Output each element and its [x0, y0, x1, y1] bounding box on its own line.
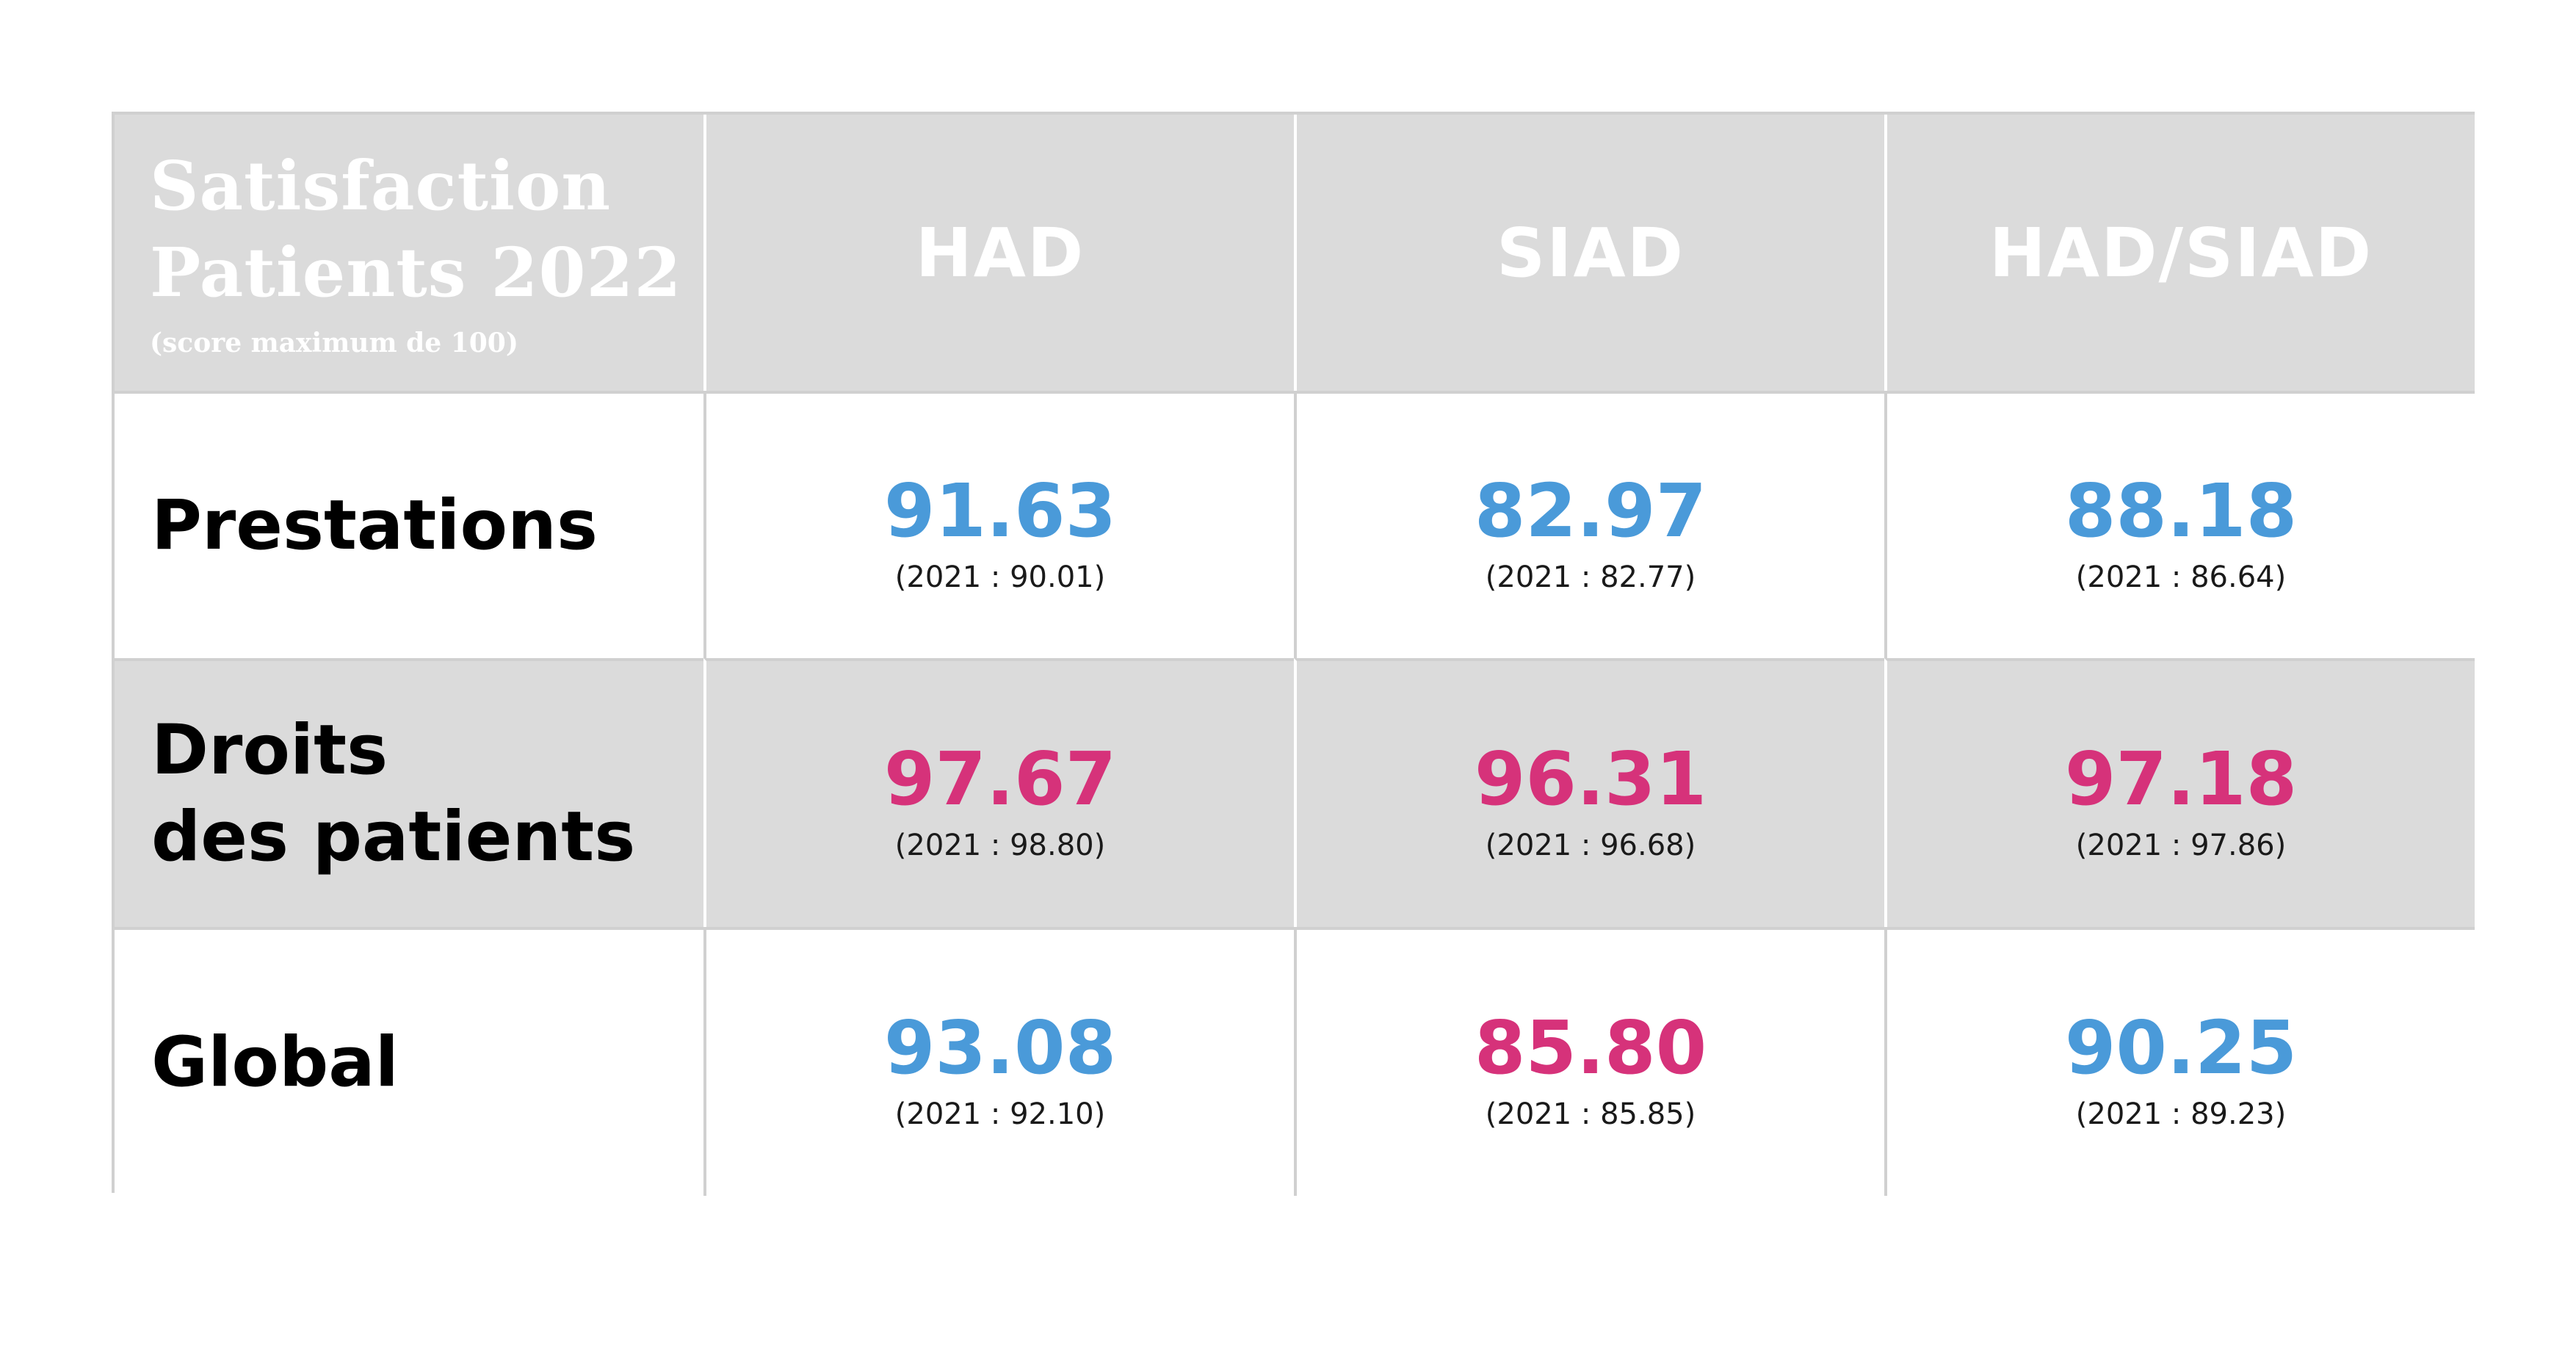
previous-score: (2021 : 96.68) [1485, 829, 1696, 862]
score-value: 93.08 [883, 1005, 1117, 1091]
row-label-droits-des-patients: Droits des patients [115, 658, 703, 927]
value-cell: 93.08 (2021 : 92.10) [703, 927, 1294, 1196]
previous-score: (2021 : 98.80) [894, 829, 1106, 862]
value-cell: 97.67 (2021 : 98.80) [703, 658, 1294, 927]
score-value: 88.18 [2064, 468, 2298, 554]
column-header-had: HAD [703, 115, 1294, 391]
previous-score: (2021 : 97.86) [2075, 829, 2287, 862]
table-title-line1: Satisfaction [150, 146, 612, 226]
score-value: 97.67 [883, 736, 1117, 822]
column-header-siad: SIAD [1294, 115, 1884, 391]
value-cell: 91.63 (2021 : 90.01) [703, 391, 1294, 658]
score-value: 90.25 [2064, 1005, 2298, 1091]
table-title-line2: Patients 2022 [150, 233, 682, 312]
row-label-text: Global [151, 1022, 399, 1103]
score-value: 85.80 [1474, 1005, 1707, 1091]
previous-score: (2021 : 82.77) [1485, 560, 1696, 594]
previous-score: (2021 : 92.10) [894, 1097, 1106, 1131]
row-label-text-line1: Droits [151, 710, 388, 790]
column-header-had-siad: HAD/SIAD [1884, 115, 2475, 391]
score-value: 97.18 [2064, 736, 2298, 822]
previous-score: (2021 : 85.85) [1485, 1097, 1696, 1131]
previous-score: (2021 : 89.23) [2075, 1097, 2287, 1131]
row-label-text: Prestations [151, 486, 598, 566]
value-cell: 96.31 (2021 : 96.68) [1294, 658, 1884, 927]
satisfaction-table: Satisfaction Patients 2022 (score maximu… [112, 112, 2475, 1196]
value-cell: 88.18 (2021 : 86.64) [1884, 391, 2475, 658]
previous-score: (2021 : 90.01) [894, 560, 1106, 594]
table-corner-title: Satisfaction Patients 2022 (score maximu… [115, 115, 703, 391]
value-cell: 85.80 (2021 : 85.85) [1294, 927, 1884, 1196]
row-label-text-line2: des patients [151, 797, 636, 877]
table-subtitle: (score maximum de 100) [150, 328, 518, 358]
value-cell: 90.25 (2021 : 89.23) [1884, 927, 2475, 1196]
score-value: 91.63 [883, 468, 1117, 554]
value-cell: 82.97 (2021 : 82.77) [1294, 391, 1884, 658]
previous-score: (2021 : 86.64) [2075, 560, 2287, 594]
score-value: 96.31 [1474, 736, 1707, 822]
row-label-global: Global [115, 927, 703, 1196]
row-label-prestations: Prestations [115, 391, 703, 658]
score-value: 82.97 [1474, 468, 1707, 554]
value-cell: 97.18 (2021 : 97.86) [1884, 658, 2475, 927]
